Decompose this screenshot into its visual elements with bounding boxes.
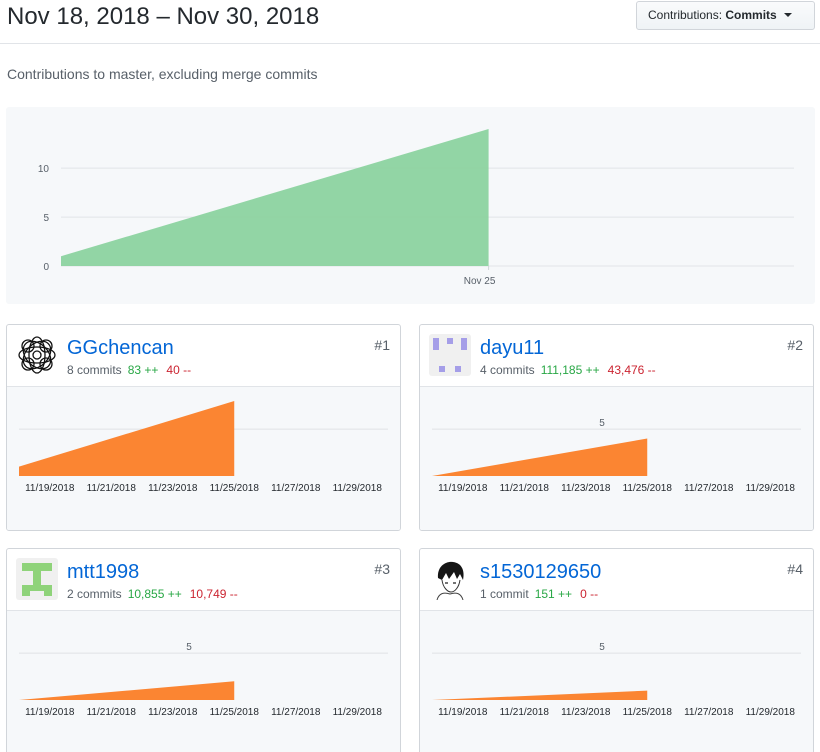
contributor-rank: #3 [374,561,390,577]
contributor-username-link[interactable]: GGchencan [67,337,174,359]
contributor-card-header: mtt1998 #3 2 commits 10,855 ++ 10,749 -- [7,549,400,611]
contributor-card: s1530129650 #4 1 commit 151 ++ 0 -- 5 11/19… [419,548,814,752]
contributor-chart-svg: 5 11/19/2018 11/21/2018 11/23/2018 11/25/201… [19,642,388,718]
contributor-username-link[interactable]: mtt1998 [67,561,140,583]
x-tick-label: 11/25/2018 [210,483,260,494]
page-header: Nov 18, 2018 – Nov 30, 2018 Contribution… [0,0,820,44]
x-tick-label: 11/19/2018 [438,483,488,494]
x-tick-label: 11/29/2018 [333,483,383,494]
overall-chart-svg: 0 5 10 Nov 25 [38,129,794,287]
contribution-area [19,401,235,476]
x-tick-label: 11/27/2018 [684,707,734,718]
contribution-area [432,690,648,700]
deletions-count: 43,476 -- [607,363,656,377]
additions-count: 151 ++ [534,587,573,601]
avatar[interactable] [16,558,58,600]
x-tick-label: 11/23/2018 [148,707,198,718]
avatar[interactable] [16,334,58,376]
contributions-subtitle: Contributions to master, excluding merge… [7,66,318,82]
dropdown-selected-value: Commits [725,8,777,22]
x-tick-label: 11/21/2018 [87,707,137,718]
commit-count: 2 commits [67,587,122,601]
contributor-stats: 8 commits 83 ++ 40 -- [67,362,191,378]
x-tick-label: 11/21/2018 [500,707,550,718]
contributor-chart: 5 11/19/2018 11/21/2018 11/23/2018 11/25/201… [420,387,813,530]
contributor-card: dayu11 #2 4 commits 111,185 ++ 43,476 -- 5… [419,324,814,531]
y-tick-label: 5 [186,642,192,653]
chevron-down-icon [784,13,793,17]
x-tick-label: 11/23/2018 [561,483,611,494]
contributor-stats: 1 commit 151 ++ 0 -- [480,586,598,602]
commit-count: 8 commits [67,363,122,377]
contributor-card: mtt1998 #3 2 commits 10,855 ++ 10,749 -- 5… [6,548,401,752]
scribble-avatar-icon [16,334,58,376]
y-tick-label: 10 [38,164,50,175]
contributor-chart-svg: 11/19/2018 11/21/2018 11/23/2018 11/25/2018… [19,401,388,494]
commit-count: 4 commits [480,363,535,377]
y-tick-label: 5 [599,642,605,653]
x-tick-label: 11/27/2018 [271,483,321,494]
x-tick-label: 11/29/2018 [333,707,383,718]
x-tick-label: Nov 25 [464,276,496,287]
avatar[interactable] [429,558,471,600]
contributor-chart-svg: 5 11/19/2018 11/21/2018 11/23/2018 11/25/201… [432,642,801,718]
deletions-count: 10,749 -- [189,587,238,601]
purple-identicon-icon [429,334,471,376]
x-tick-label: 11/23/2018 [148,483,198,494]
additions-count: 83 ++ [127,363,159,377]
contribution-area [432,438,648,476]
y-tick-label: 5 [599,418,605,429]
dropdown-prefix: Contributions: [648,8,723,22]
additions-count: 111,185 ++ [540,363,600,377]
contributor-rank: #2 [787,337,803,353]
contributor-chart-svg: 5 11/19/2018 11/21/2018 11/23/2018 11/25/201… [432,418,801,494]
y-tick-label: 5 [43,213,49,224]
contributor-rank: #4 [787,561,803,577]
x-tick-label: 11/25/2018 [623,707,673,718]
additions-count: 10,855 ++ [127,587,182,601]
x-tick-label: 11/19/2018 [25,483,75,494]
x-tick-label: 11/29/2018 [746,707,796,718]
contributor-card-header: s1530129650 #4 1 commit 151 ++ 0 -- [420,549,813,611]
green-identicon-icon [16,558,58,600]
y-tick-label: 0 [43,262,49,273]
x-tick-label: 11/29/2018 [746,483,796,494]
anime-sketch-avatar-icon [429,558,471,600]
avatar[interactable] [429,334,471,376]
x-tick-label: 11/27/2018 [271,707,321,718]
contributor-stats: 2 commits 10,855 ++ 10,749 -- [67,586,238,602]
contributor-card-header: GGchencan #1 8 commits 83 ++ 40 -- [7,325,400,387]
contributor-stats: 4 commits 111,185 ++ 43,476 -- [480,362,656,378]
x-tick-label: 11/25/2018 [210,707,260,718]
deletions-count: 40 -- [166,363,192,377]
x-tick-label: 11/21/2018 [500,483,550,494]
contributor-chart: 11/19/2018 11/21/2018 11/23/2018 11/25/2018… [7,387,400,530]
contributor-card-header: dayu11 #2 4 commits 111,185 ++ 43,476 -- [420,325,813,387]
deletions-count: 0 -- [580,587,599,601]
x-tick-label: 11/19/2018 [25,707,75,718]
x-tick-label: 11/27/2018 [684,483,734,494]
contributor-chart: 5 11/19/2018 11/21/2018 11/23/2018 11/25/201… [420,611,813,752]
overall-contributions-chart: 0 5 10 Nov 25 [6,107,815,304]
x-tick-label: 11/23/2018 [561,707,611,718]
contributor-card: GGchencan #1 8 commits 83 ++ 40 -- 11/19/2… [6,324,401,531]
contributor-username-link[interactable]: dayu11 [480,337,545,359]
contributor-rank: #1 [374,337,390,353]
contribution-area [19,681,235,700]
contributor-chart: 5 11/19/2018 11/21/2018 11/23/2018 11/25/201… [7,611,400,752]
contribution-area [61,129,489,266]
commit-count: 1 commit [480,587,529,601]
x-tick-label: 11/25/2018 [623,483,673,494]
x-tick-label: 11/21/2018 [87,483,137,494]
contributor-username-link[interactable]: s1530129650 [480,561,602,583]
x-tick-label: 11/19/2018 [438,707,488,718]
date-range-title: Nov 18, 2018 – Nov 30, 2018 [7,3,320,30]
contributions-type-dropdown[interactable]: Contributions: Commits [636,1,815,30]
